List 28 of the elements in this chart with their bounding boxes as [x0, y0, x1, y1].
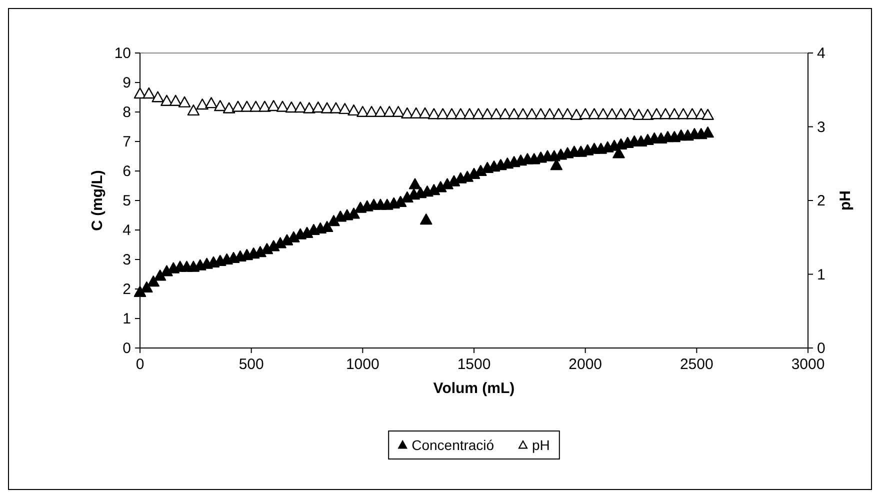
y-tick-label: 0: [122, 340, 131, 357]
x-tick-label: 1500: [457, 356, 491, 373]
y-tick-label: 7: [122, 134, 131, 150]
x-tick-label: 500: [238, 356, 264, 373]
y2-tick-label: 0: [817, 340, 826, 357]
y-tick-label: 4: [122, 222, 131, 239]
y-tick-label: 5: [122, 192, 131, 210]
x-tick-label: 2000: [568, 356, 602, 373]
x-tick-label: 2500: [680, 356, 714, 373]
y2-tick-label: 4: [817, 45, 826, 62]
y-tick-label: 1: [122, 310, 131, 328]
y2-tick-label: 3: [817, 118, 826, 136]
y2-axis-title: pH: [837, 190, 854, 210]
y2-tick-label: 1: [817, 266, 826, 284]
y-tick-label: 9: [122, 74, 131, 92]
x-tick-label: 1000: [346, 356, 380, 373]
y-tick-label: 10: [114, 45, 131, 62]
y-tick-label: 2: [122, 281, 131, 298]
x-tick-label: 0: [136, 356, 144, 373]
x-axis-title: Volum (mL): [433, 380, 515, 397]
y-axis-title: C (mg/L): [89, 170, 106, 231]
y2-tick-label: 2: [817, 192, 826, 210]
x-tick-label: 3000: [791, 356, 825, 373]
y-tick-label: 3: [122, 252, 131, 268]
y-tick-label: 8: [122, 104, 131, 121]
y-tick-label: 6: [122, 163, 131, 180]
legend-label: Concentració: [412, 437, 494, 453]
legend-label: pH: [532, 437, 550, 453]
